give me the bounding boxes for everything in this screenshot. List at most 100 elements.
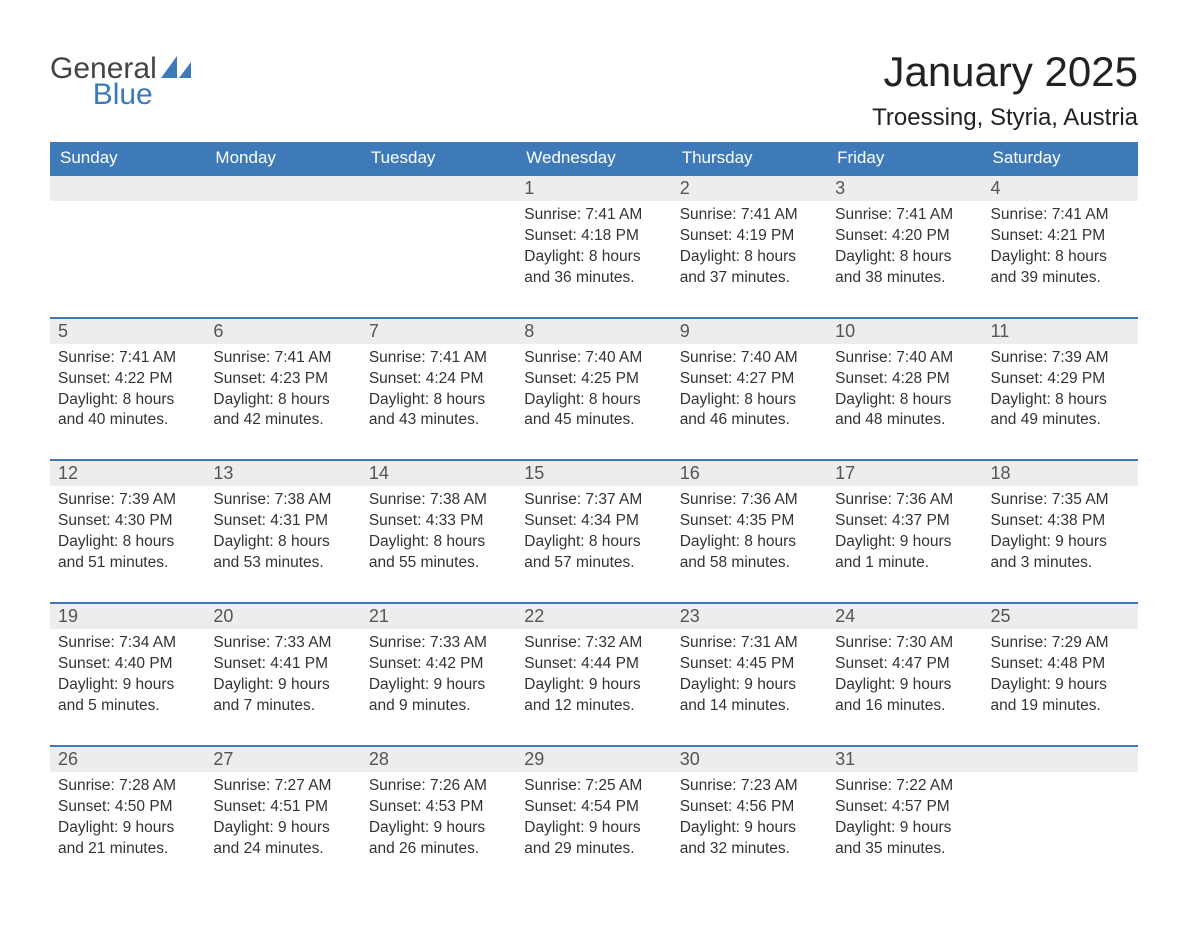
brand-sail-icon [159, 54, 193, 87]
daylight-text: Daylight: 8 hours and 45 minutes. [524, 390, 663, 432]
day-header: Saturday [983, 142, 1138, 175]
daylight-text: Daylight: 9 hours and 16 minutes. [835, 675, 974, 717]
date-cell: 18 [983, 460, 1138, 486]
day-info-cell: Sunrise: 7:34 AMSunset: 4:40 PMDaylight:… [50, 629, 205, 746]
daylight-text: Daylight: 8 hours and 36 minutes. [524, 247, 663, 289]
day-info-cell: Sunrise: 7:40 AMSunset: 4:28 PMDaylight:… [827, 344, 982, 461]
date-cell: 23 [672, 603, 827, 629]
date-cell [50, 175, 205, 201]
sunrise-text: Sunrise: 7:32 AM [524, 633, 663, 654]
calendar-page: General Blue January 2025 Troessing, Sty… [0, 0, 1188, 933]
sunrise-text: Sunrise: 7:26 AM [369, 776, 508, 797]
date-cell: 28 [361, 746, 516, 772]
date-cell: 8 [516, 318, 671, 344]
calendar-date-row: 12131415161718 [50, 460, 1138, 486]
date-cell: 4 [983, 175, 1138, 201]
sunrise-text: Sunrise: 7:33 AM [369, 633, 508, 654]
sunrise-text: Sunrise: 7:41 AM [991, 205, 1130, 226]
calendar-date-row: 567891011 [50, 318, 1138, 344]
daylight-text: Daylight: 8 hours and 57 minutes. [524, 532, 663, 574]
date-cell: 11 [983, 318, 1138, 344]
sunset-text: Sunset: 4:53 PM [369, 797, 508, 818]
sunset-text: Sunset: 4:50 PM [58, 797, 197, 818]
daylight-text: Daylight: 9 hours and 9 minutes. [369, 675, 508, 717]
date-cell: 26 [50, 746, 205, 772]
date-cell: 14 [361, 460, 516, 486]
sunrise-text: Sunrise: 7:40 AM [680, 348, 819, 369]
daylight-text: Daylight: 9 hours and 5 minutes. [58, 675, 197, 717]
day-info-cell: Sunrise: 7:40 AMSunset: 4:25 PMDaylight:… [516, 344, 671, 461]
sunrise-text: Sunrise: 7:34 AM [58, 633, 197, 654]
topbar: General Blue January 2025 Troessing, Sty… [50, 48, 1138, 142]
daylight-text: Daylight: 8 hours and 43 minutes. [369, 390, 508, 432]
day-info-cell: Sunrise: 7:41 AMSunset: 4:19 PMDaylight:… [672, 201, 827, 318]
sunrise-text: Sunrise: 7:29 AM [991, 633, 1130, 654]
day-info-cell: Sunrise: 7:33 AMSunset: 4:42 PMDaylight:… [361, 629, 516, 746]
daylight-text: Daylight: 8 hours and 42 minutes. [213, 390, 352, 432]
sunset-text: Sunset: 4:22 PM [58, 369, 197, 390]
date-cell: 25 [983, 603, 1138, 629]
day-info-cell: Sunrise: 7:38 AMSunset: 4:31 PMDaylight:… [205, 486, 360, 603]
sunset-text: Sunset: 4:23 PM [213, 369, 352, 390]
daylight-text: Daylight: 9 hours and 32 minutes. [680, 818, 819, 860]
calendar-body: 1234Sunrise: 7:41 AMSunset: 4:18 PMDayli… [50, 175, 1138, 873]
day-header: Monday [205, 142, 360, 175]
day-header: Thursday [672, 142, 827, 175]
sunset-text: Sunset: 4:28 PM [835, 369, 974, 390]
sunrise-text: Sunrise: 7:41 AM [680, 205, 819, 226]
sunrise-text: Sunrise: 7:40 AM [524, 348, 663, 369]
day-info-cell: Sunrise: 7:41 AMSunset: 4:22 PMDaylight:… [50, 344, 205, 461]
date-cell: 10 [827, 318, 982, 344]
day-info-cell: Sunrise: 7:31 AMSunset: 4:45 PMDaylight:… [672, 629, 827, 746]
daylight-text: Daylight: 9 hours and 3 minutes. [991, 532, 1130, 574]
date-cell: 27 [205, 746, 360, 772]
sunrise-text: Sunrise: 7:23 AM [680, 776, 819, 797]
calendar-info-row: Sunrise: 7:41 AM Sunset: 4:22 PM Daylight:… [50, 344, 1138, 461]
day-info-cell: Sunrise: 7:36 AMSunset: 4:35 PMDaylight:… [672, 486, 827, 603]
day-info-cell: Sunrise: 7:41 AMSunset: 4:21 PMDaylight:… [983, 201, 1138, 318]
calendar-info-row: Sunrise: 7:34 AMSunset: 4:40 PMDaylight:… [50, 629, 1138, 746]
sunset-text: Sunset: 4:33 PM [369, 511, 508, 532]
date-cell: 2 [672, 175, 827, 201]
sunrise-text: Sunrise: 7:41 AM [369, 348, 508, 369]
sunrise-text: Sunrise: 7:30 AM [835, 633, 974, 654]
date-cell: 16 [672, 460, 827, 486]
day-header: Tuesday [361, 142, 516, 175]
sunset-text: Sunset: 4:57 PM [835, 797, 974, 818]
sunset-text: Sunset: 4:38 PM [991, 511, 1130, 532]
sunset-text: Sunset: 4:42 PM [369, 654, 508, 675]
calendar-date-row: 262728293031 [50, 746, 1138, 772]
date-cell: 12 [50, 460, 205, 486]
date-cell: 3 [827, 175, 982, 201]
day-info-cell: Sunrise: 7:25 AMSunset: 4:54 PMDaylight:… [516, 772, 671, 874]
title-block: January 2025 Troessing, Styria, Austria [872, 48, 1138, 142]
day-info-cell [983, 772, 1138, 874]
day-info-cell [361, 201, 516, 318]
date-cell: 24 [827, 603, 982, 629]
sunset-text: Sunset: 4:35 PM [680, 511, 819, 532]
daylight-text: Daylight: 9 hours and 24 minutes. [213, 818, 352, 860]
daylight-text: Daylight: 8 hours and 53 minutes. [213, 532, 352, 574]
sunset-text: Sunset: 4:34 PM [524, 511, 663, 532]
sunrise-text: Sunrise: 7:22 AM [835, 776, 974, 797]
calendar-header-row: Sunday Monday Tuesday Wednesday Thursday… [50, 142, 1138, 175]
daylight-text: Daylight: 9 hours and 26 minutes. [369, 818, 508, 860]
daylight-text: Daylight: 8 hours and 51 minutes. [58, 532, 197, 574]
day-info-cell [205, 201, 360, 318]
sunset-text: Sunset: 4:51 PM [213, 797, 352, 818]
calendar-info-row: Sunrise: 7:28 AMSunset: 4:50 PMDaylight:… [50, 772, 1138, 874]
date-cell: 19 [50, 603, 205, 629]
sunset-text: Sunset: 4:20 PM [835, 226, 974, 247]
day-info-cell: Sunrise: 7:36 AMSunset: 4:37 PMDaylight:… [827, 486, 982, 603]
sunrise-text: Sunrise: 7:38 AM [213, 490, 352, 511]
sunrise-text: Sunrise: 7:38 AM [369, 490, 508, 511]
date-cell [361, 175, 516, 201]
calendar-date-row: 1234 [50, 175, 1138, 201]
sunrise-text: Sunrise: 7:33 AM [213, 633, 352, 654]
date-cell: 30 [672, 746, 827, 772]
sunrise-text: Sunrise: 7:40 AM [835, 348, 974, 369]
sunrise-text: Sunrise: 7:37 AM [524, 490, 663, 511]
sunset-text: Sunset: 4:30 PM [58, 511, 197, 532]
date-cell [983, 746, 1138, 772]
day-info-cell: Sunrise: 7:39 AMSunset: 4:30 PMDaylight:… [50, 486, 205, 603]
